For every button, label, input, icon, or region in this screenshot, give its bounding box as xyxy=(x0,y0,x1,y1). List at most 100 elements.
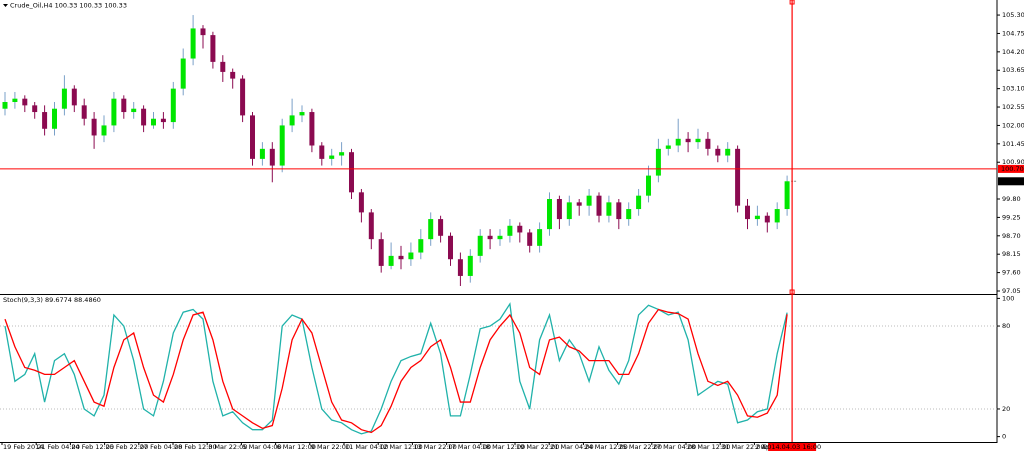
candle-body xyxy=(151,118,156,126)
stoch-line xyxy=(4,302,788,435)
candle-body xyxy=(685,138,691,143)
candle-body xyxy=(606,202,612,216)
x-tick-label: 6 Mar 12:00 xyxy=(277,443,316,451)
x-tick-label: 25 Mar 22:00 xyxy=(619,443,662,451)
cursor-label-box xyxy=(768,443,817,451)
candle-body xyxy=(398,255,404,260)
candle-body xyxy=(269,148,275,166)
y-tick-label: 97.05 xyxy=(1002,287,1021,295)
candle-body xyxy=(438,219,444,236)
candle-body xyxy=(764,215,770,223)
cursor-handle xyxy=(789,289,795,295)
candle-body xyxy=(596,195,602,216)
candle-body xyxy=(715,148,721,156)
candle-body xyxy=(32,105,38,113)
candle-body xyxy=(230,71,236,79)
candle-body xyxy=(408,252,414,260)
candle-body xyxy=(220,61,226,72)
candle-body xyxy=(576,202,582,206)
stoch-line xyxy=(4,308,788,434)
y-tick-label: 104.75 xyxy=(1002,29,1024,37)
candle-body xyxy=(131,108,137,113)
y-tick-label: 97.60 xyxy=(1002,269,1021,277)
candle-body xyxy=(457,259,463,276)
cursor-label: 2014.04.03 16:00 xyxy=(763,443,821,451)
y-tick-label: 103.10 xyxy=(1002,85,1024,93)
x-tick-label: 27 Feb 04:00 xyxy=(140,443,183,451)
candle-body xyxy=(160,118,166,123)
symbol-label: Crude_Oil,H4 100.33 100.33 100.33 xyxy=(10,2,127,10)
x-tick-label: 11 Mar 04:00 xyxy=(345,443,388,451)
x-tick-label: 9 Mar 22:00 xyxy=(311,443,350,451)
candle-body xyxy=(735,148,741,206)
candle-body xyxy=(665,145,671,149)
candle-body xyxy=(200,28,206,36)
candle-body xyxy=(299,112,305,116)
candle-body xyxy=(91,118,97,136)
candle-body xyxy=(101,125,107,136)
candle-body xyxy=(121,98,127,113)
candle-body xyxy=(487,235,493,240)
candle-body xyxy=(22,98,28,106)
candle-body xyxy=(12,98,18,103)
x-tick-label: 18 Mar 12:00 xyxy=(482,443,525,451)
candle-body xyxy=(626,209,632,220)
candle-body xyxy=(368,212,374,240)
candle-body xyxy=(774,209,780,223)
candle-body xyxy=(378,239,384,266)
x-tick-label: 25 Feb 22:00 xyxy=(106,443,149,451)
level-label: 100.70 xyxy=(1001,165,1024,173)
cursor-handle xyxy=(789,0,795,5)
candle-body xyxy=(754,215,760,220)
last-price-label: 100.33 xyxy=(1001,177,1024,185)
x-tick-label: 19 Mar 22:00 xyxy=(516,443,559,451)
candle-body xyxy=(319,145,325,159)
candle-body xyxy=(61,88,67,109)
x-tick-label: 31 Mar 22:00 xyxy=(721,443,764,451)
candle-body xyxy=(646,175,651,196)
candle-body xyxy=(170,88,176,123)
x-tick-label: 28 Mar 12:00 xyxy=(687,443,730,451)
candle-body xyxy=(467,255,473,276)
candle-body xyxy=(675,138,681,146)
candle-body xyxy=(141,108,147,126)
candle-body xyxy=(190,28,196,59)
y-tick-label: 102.00 xyxy=(1002,121,1024,129)
candle-body xyxy=(527,232,533,246)
x-tick-label: 19 Feb 2014 xyxy=(3,443,43,451)
menu-icon xyxy=(3,4,8,7)
candle-body xyxy=(556,199,562,220)
x-tick-label: 28 Feb 12:00 xyxy=(174,443,217,451)
candle-body xyxy=(339,152,345,156)
candle-body xyxy=(240,78,246,116)
x-tick-label: 21 Feb 04:00 xyxy=(37,443,80,451)
y-tick-label: 100.90 xyxy=(1002,158,1024,166)
y-tick-label: 104.20 xyxy=(1002,48,1024,56)
candle-body xyxy=(329,155,335,159)
y-tick-label: 101.45 xyxy=(1002,140,1024,148)
candle-body xyxy=(358,192,364,213)
candle-body xyxy=(42,112,48,129)
x-tick-label: 12 Mar 12:00 xyxy=(379,443,422,451)
stoch-tick-label: 0 xyxy=(1002,433,1006,441)
y-tick-label: 98.70 xyxy=(1002,232,1021,240)
candle-body xyxy=(477,235,483,256)
x-tick-label: 24 Mar 12:00 xyxy=(584,443,627,451)
candle-body xyxy=(784,181,790,210)
candle-body xyxy=(547,199,552,230)
y-tick-label: 103.65 xyxy=(1002,66,1024,74)
candle-body xyxy=(111,98,117,126)
stoch-tick-label: 80 xyxy=(1002,322,1010,330)
candle-body xyxy=(289,115,295,126)
candle-body xyxy=(586,195,592,206)
candle-body xyxy=(180,58,186,89)
x-tick-label: 27 Mar 04:00 xyxy=(653,443,696,451)
candle-body xyxy=(636,195,642,210)
y-tick-label: 99.25 xyxy=(1002,213,1021,221)
candle-body xyxy=(81,105,87,119)
candle-body xyxy=(655,148,661,176)
candle-body xyxy=(2,102,8,109)
x-tick-label: 24 Feb 12:00 xyxy=(71,443,114,451)
candle-body xyxy=(537,229,543,246)
